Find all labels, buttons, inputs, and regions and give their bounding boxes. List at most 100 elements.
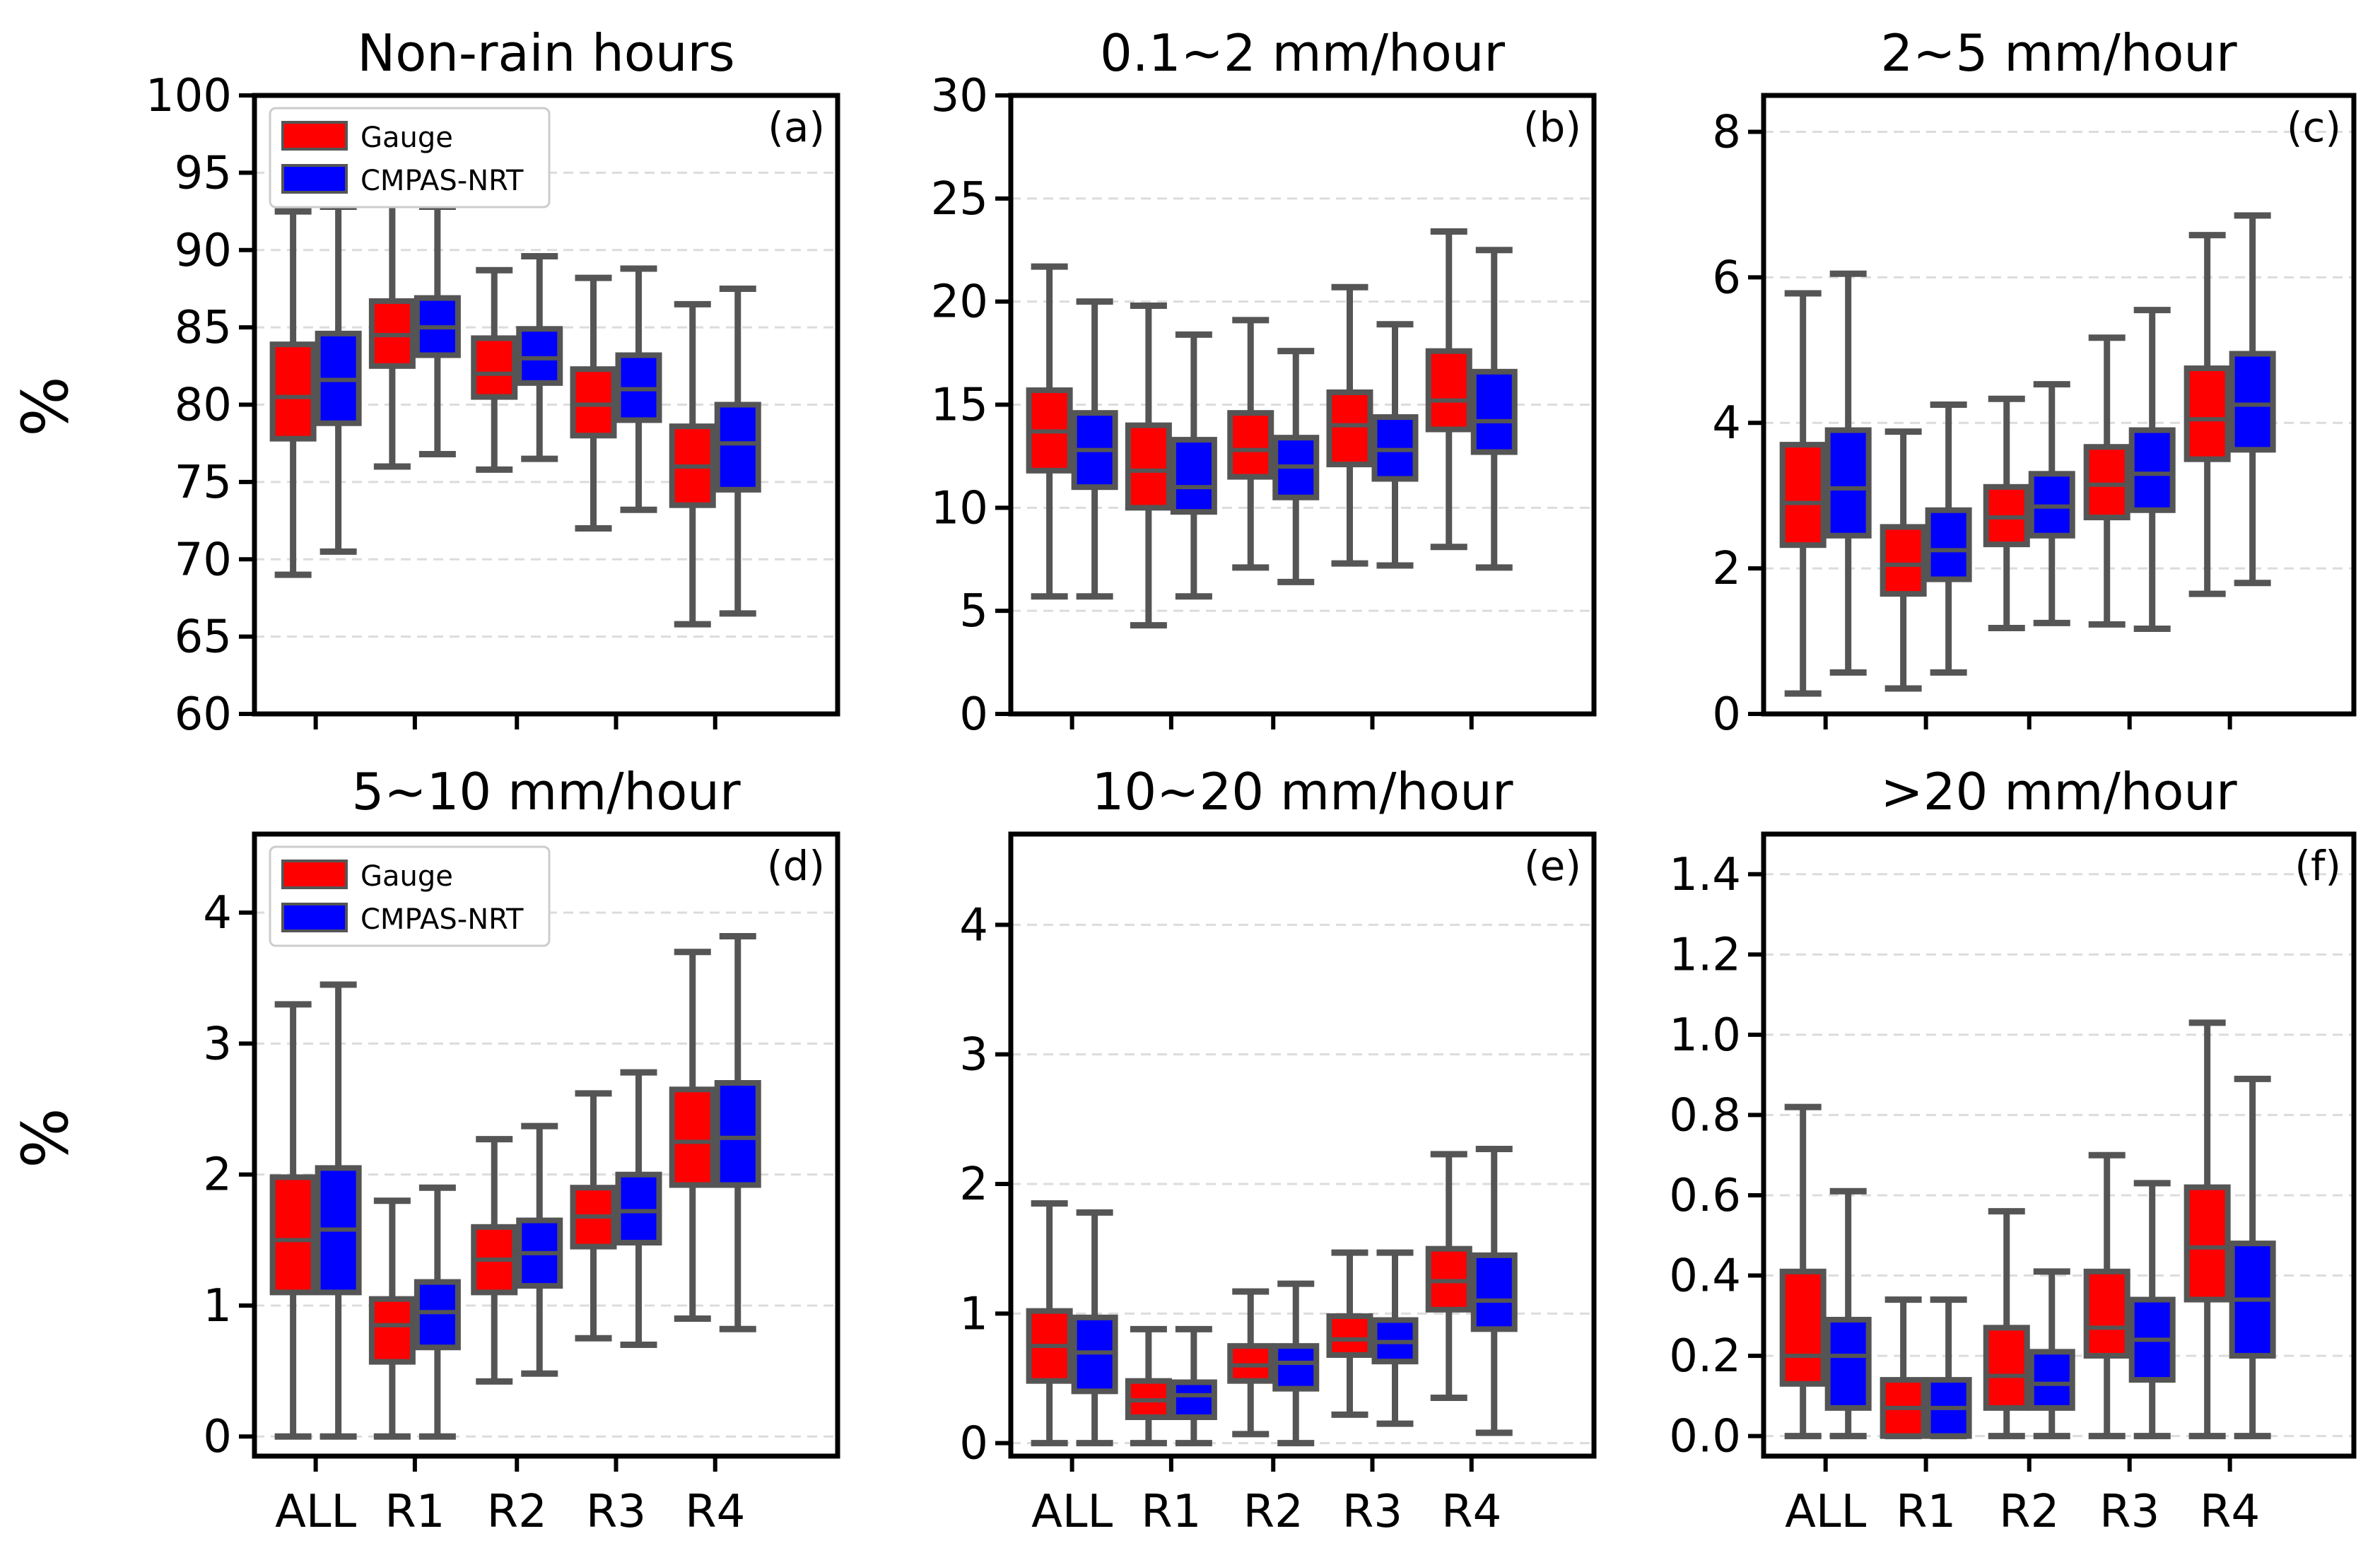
- box-gauge-R3: [1326, 1249, 1373, 1418]
- x-tick-label: R4: [2200, 1486, 2260, 1538]
- legend-label-cmpas: CMPAS-NRT: [360, 903, 524, 936]
- box-iqr: [570, 366, 617, 439]
- y-tick-label: 4: [1712, 397, 1741, 450]
- panel-e: 0 1 2 3 4 ALL R1 R2 R3 R4 10~20 mm/hour(e): [959, 762, 1597, 1538]
- y-axis-label-bottom: %: [8, 1108, 83, 1168]
- box-iqr: [471, 335, 518, 400]
- legend-label-cmpas: CMPAS-NRT: [360, 165, 524, 197]
- panel-b: 0 5 10 15 20 25 30 0.1~2 mm/hour (b): [931, 23, 1597, 741]
- box-gauge-R3: [2083, 334, 2130, 628]
- y-tick-label: 2: [1712, 543, 1741, 595]
- box-iqr: [1824, 427, 1872, 539]
- box-iqr: [1425, 348, 1472, 433]
- panel-d: 0 1 2 3 4 ALL R1 R2 R3 R4 5~10 mm/hour (d) Gauge CMPA…: [203, 762, 840, 1538]
- panel-title: 10~20 mm/hour: [1092, 762, 1513, 821]
- x-tick-label: R3: [586, 1486, 646, 1538]
- y-tick-label: 2: [203, 1149, 232, 1202]
- box-gauge-R2: [1227, 1288, 1274, 1438]
- box-iqr: [1170, 437, 1217, 515]
- box-cmpas-R4: [714, 933, 761, 1332]
- box-iqr: [2183, 365, 2231, 462]
- panel-letter: (e): [1524, 842, 1581, 890]
- y-tick-label: 25: [931, 173, 988, 225]
- y-tick-label: 90: [175, 225, 232, 277]
- box-cmpas-R3: [2128, 1180, 2176, 1440]
- box-cmpas-ALL: [1824, 270, 1872, 676]
- box-iqr: [1326, 389, 1373, 468]
- box-iqr: [1779, 442, 1827, 549]
- box-iqr: [1272, 1343, 1320, 1392]
- box-iqr: [714, 401, 761, 493]
- box-cmpas-ALL: [1824, 1188, 1872, 1440]
- box-cmpas-R1: [414, 204, 461, 457]
- box-iqr: [516, 326, 563, 386]
- box-gauge-ALL: [1026, 1200, 1073, 1447]
- box-cmpas-R2: [1272, 1280, 1320, 1447]
- box-cmpas-R4: [714, 285, 761, 617]
- x-tick-label: ALL: [1785, 1486, 1866, 1538]
- box-cmpas-R1: [414, 1184, 461, 1440]
- box-cmpas-R3: [615, 265, 662, 513]
- box-gauge-R3: [1326, 283, 1373, 567]
- box-iqr: [269, 1174, 317, 1296]
- box-gauge-R1: [1125, 1325, 1172, 1447]
- x-tick-label: R4: [1441, 1486, 1501, 1538]
- box-iqr: [1824, 1316, 1872, 1411]
- box-iqr: [669, 1086, 716, 1188]
- panel-title: 2~5 mm/hour: [1880, 23, 2237, 83]
- plot-frame: [1761, 831, 2357, 1459]
- box-gauge-R1: [1125, 303, 1172, 629]
- y-tick-label: 70: [175, 534, 232, 586]
- y-tick-label: 0: [1712, 688, 1741, 741]
- y-tick-label: 1.4: [1669, 849, 1741, 901]
- y-tick-label: 30: [931, 70, 988, 122]
- box-iqr: [1125, 422, 1172, 511]
- plot-frame: [1008, 831, 1597, 1459]
- panel-letter: (b): [1523, 103, 1581, 151]
- box-gauge-R1: [1880, 1296, 1927, 1440]
- box-iqr: [414, 1279, 461, 1351]
- box-iqr: [1227, 410, 1274, 480]
- x-tick-label: R1: [1141, 1486, 1201, 1538]
- box-gauge-ALL: [1026, 263, 1073, 600]
- y-tick-label: 5: [959, 585, 988, 638]
- legend: Gauge CMPAS-NRT: [269, 845, 551, 947]
- box-gauge-R2: [1983, 1208, 2030, 1440]
- box-cmpas-ALL: [315, 204, 362, 555]
- box-iqr: [1779, 1268, 1827, 1387]
- y-tick-label: 1: [959, 1288, 988, 1340]
- box-cmpas-R1: [1925, 1296, 1972, 1440]
- y-tick-label: 3: [203, 1018, 232, 1070]
- plot-frame: [1761, 93, 2357, 717]
- box-iqr: [1470, 368, 1518, 455]
- box-cmpas-R4: [1470, 247, 1518, 571]
- panel-f: 0.0 0.2 0.4 0.6 0.8 1.0 1.2 1.4 ALL R1 R2 R3 R4 >20 m…: [1669, 762, 2357, 1538]
- plot-frame: [252, 93, 840, 717]
- box-cmpas-R2: [516, 253, 563, 462]
- y-tick-label: 1.0: [1669, 1009, 1741, 1062]
- box-gauge-R1: [368, 1197, 416, 1440]
- y-tick-label: 20: [931, 276, 988, 329]
- x-tick-label: R2: [487, 1486, 547, 1538]
- legend-swatch-gauge: [281, 121, 348, 151]
- x-tick-label: R3: [1342, 1486, 1402, 1538]
- box-cmpas-R2: [516, 1122, 563, 1377]
- box-cmpas-R1: [1925, 401, 1972, 676]
- plot-frame: [252, 831, 840, 1459]
- box-gauge-R2: [471, 266, 518, 473]
- legend: Gauge CMPAS-NRT: [269, 107, 551, 209]
- box-cmpas-R1: [1170, 1325, 1217, 1447]
- panel-title: 5~10 mm/hour: [351, 762, 740, 821]
- box-cmpas-R4: [2229, 212, 2276, 587]
- box-gauge-R4: [2183, 232, 2231, 597]
- legend-swatch-gauge: [281, 860, 348, 889]
- box-cmpas-R4: [1470, 1146, 1518, 1436]
- panel-c: 0 2 4 6 8 2~5 mm/hour (c): [1712, 23, 2357, 741]
- box-iqr: [1880, 524, 1927, 597]
- y-tick-label: 6: [1712, 252, 1741, 304]
- box-cmpas-ALL: [1071, 1209, 1118, 1447]
- y-tick-label: 0.4: [1669, 1250, 1741, 1303]
- box-cmpas-R1: [1170, 331, 1217, 600]
- y-tick-label: 1.2: [1669, 929, 1741, 981]
